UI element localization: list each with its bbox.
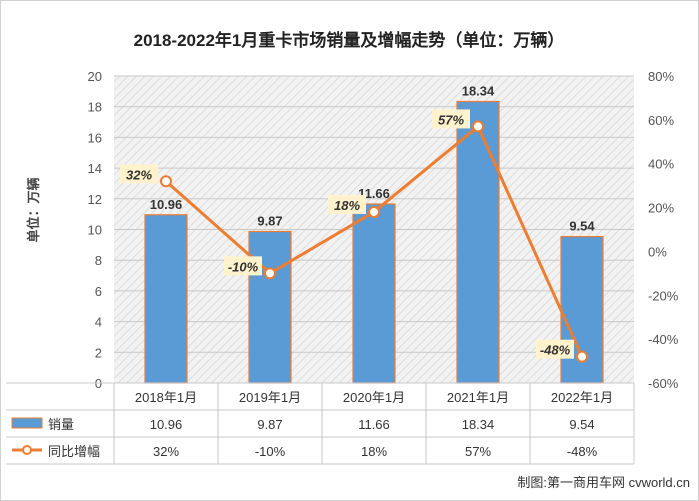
growth-value-label: 18% [334,198,360,213]
table-cell-growth: 18% [361,444,387,459]
growth-label-box [536,339,574,359]
y2-tick-label: 60% [648,113,674,128]
growth-point-3 [368,205,380,218]
bar-2 [248,230,292,384]
growth-point-1 [160,175,172,188]
growth-value-label: -48% [540,343,571,358]
chart-title: 2018-2022年1月重卡市场销量及增幅走势（单位：万辆） [134,30,565,50]
bar-value-label: 9.87 [257,213,282,228]
growth-point-5 [576,350,588,363]
table-cell-growth: -48% [567,444,598,459]
bar-1 [144,214,188,384]
bar-value-label: 10.96 [150,197,183,212]
y-axis-right: -60% -40% -20% 0% 20% 40% 60% 80% [648,69,679,391]
data-table: 2018年1月 10.96 32% 2019年1月 9.87 -10% 2020年1月 11.… [6,382,635,465]
category-label: 2022年1月 [551,390,613,405]
table-cell-sales: 9.87 [257,417,282,432]
y2-tick-label: 40% [648,157,674,172]
growth-value-label: 57% [438,112,464,127]
table-cell-growth: -10% [255,444,286,459]
growth-value-label: 32% [126,167,152,182]
growth-point-2 [264,267,276,280]
growth-label-box [224,256,262,276]
table-cell-growth: 32% [153,444,179,459]
legend-label-sales: 销量 [48,417,74,432]
source-credit: 制图:第一商用车网 cvworld.cn [517,475,690,490]
y2-tick-label: 20% [648,201,674,216]
table-cell-sales: 11.66 [358,417,390,432]
bar-3 [352,203,396,384]
y-axis-label: 单位：万辆 [26,177,41,242]
bar-value-label: 18.34 [462,83,495,98]
y2-tick-label: 0% [648,244,667,259]
growth-value-label: -10% [228,259,259,274]
y-tick-label: 4 [95,315,102,330]
y-tick-label: 12 [88,192,102,207]
legend-swatch-marker [22,445,32,455]
bar-4 [456,100,500,384]
table-cell-sales: 10.96 [150,417,183,432]
category-label: 2019年1月 [239,390,301,405]
bar-value-label: 11.66 [358,186,390,201]
growth-line-series [160,120,588,363]
y-tick-label: 8 [95,253,102,268]
data-labels: 10.96 9.87 11.66 18.34 9.54 32% -10% 18% 57% -48% [120,83,595,359]
y-tick-label: 6 [95,284,102,299]
table-cell-sales: 18.34 [462,417,495,432]
y-tick-label: 18 [88,100,102,115]
y2-tick-label: 80% [648,69,674,84]
growth-point-4 [472,120,484,133]
table-cell-sales: 9.54 [569,417,594,432]
legend-swatch-bar [11,417,43,429]
growth-label-box [432,109,470,129]
y2-tick-label: -60% [648,376,679,391]
legend-label-growth: 同比增幅 [48,444,100,459]
y-tick-label: 20 [88,69,102,84]
y-tick-label: 2 [95,345,102,360]
y-tick-label: 14 [88,161,102,176]
y2-tick-label: -20% [648,288,679,303]
y-axis-left: 02468101214161820 [88,69,102,391]
y2-tick-label: -40% [648,332,679,347]
growth-label-box [120,164,158,184]
category-label: 2018年1月 [135,390,197,405]
table-cell-growth: 57% [465,444,491,459]
y-tick-label: 10 [88,223,102,238]
growth-label-box [328,194,366,214]
bar-value-label: 9.54 [569,219,595,234]
category-label: 2020年1月 [343,390,405,405]
y-tick-label: 16 [88,130,102,145]
category-label: 2021年1月 [447,390,509,405]
